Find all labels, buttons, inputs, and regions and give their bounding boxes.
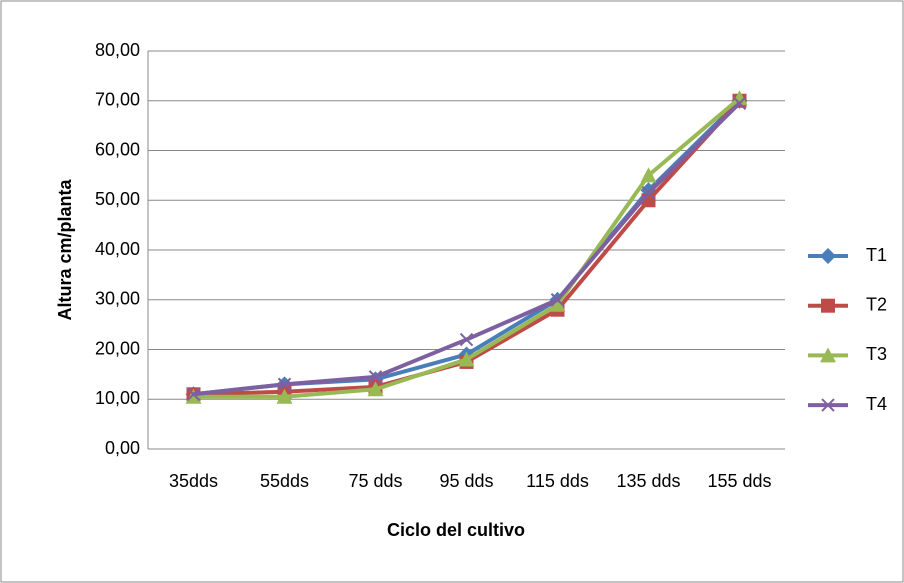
legend-label: T3 — [866, 344, 887, 364]
legend-marker — [821, 398, 835, 412]
marker — [368, 370, 383, 384]
legend-label: T2 — [866, 294, 887, 314]
y-axis-title: Altura cm/planta — [55, 178, 75, 320]
marker — [367, 381, 384, 397]
x-tick-label: 115 dds — [526, 471, 589, 491]
marker — [731, 90, 748, 106]
marker — [640, 167, 657, 183]
marker — [459, 332, 474, 347]
x-axis-title: Ciclo del cultivo — [387, 520, 525, 540]
legend-label: T1 — [866, 245, 887, 265]
marker — [277, 377, 292, 392]
marker — [185, 388, 202, 404]
x-tick-label: 95 dds — [439, 471, 493, 491]
legend-marker — [820, 248, 836, 264]
y-tick-label: 60,00 — [95, 139, 140, 159]
x-tick-label: 75 dds — [348, 471, 402, 491]
marker — [641, 186, 656, 200]
legend-marker — [821, 298, 835, 313]
legend-label: T4 — [866, 394, 887, 414]
marker — [549, 296, 566, 312]
y-tick-label: 0,00 — [105, 438, 140, 458]
marker — [186, 387, 201, 401]
marker — [550, 293, 565, 307]
x-tick-label: 155 dds — [707, 471, 771, 491]
y-tick-label: 40,00 — [95, 239, 140, 259]
y-tick-label: 20,00 — [95, 338, 140, 358]
x-tick-label: 35dds — [169, 471, 218, 491]
x-tick-label: 135 dds — [616, 471, 680, 491]
y-tick-label: 10,00 — [95, 388, 140, 408]
y-tick-label: 30,00 — [95, 289, 140, 309]
y-tick-label: 50,00 — [95, 189, 140, 209]
y-tick-label: 70,00 — [95, 90, 140, 110]
marker — [458, 351, 475, 367]
y-tick-label: 80,00 — [95, 40, 140, 60]
x-tick-label: 55dds — [260, 471, 309, 491]
marker — [276, 388, 293, 404]
marker — [732, 96, 747, 110]
legend-marker — [820, 347, 836, 363]
